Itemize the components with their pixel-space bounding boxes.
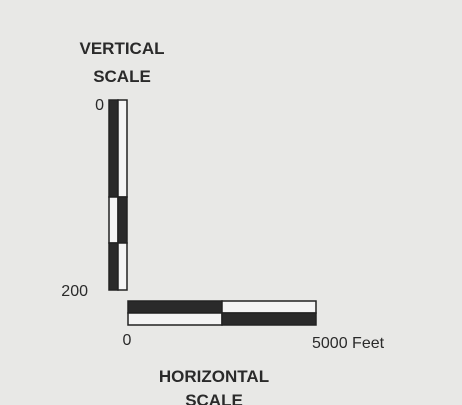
bar-segment xyxy=(127,300,223,314)
bar-segment xyxy=(117,242,128,291)
vertical-title: SCALE xyxy=(93,67,151,86)
bar-segment xyxy=(221,312,317,326)
horizontal-title: SCALE xyxy=(185,391,243,405)
bar-segment xyxy=(108,242,119,291)
horizontal-label: 5000 Feet xyxy=(312,335,385,352)
bar-segment xyxy=(117,196,128,244)
bar-segment xyxy=(108,196,119,244)
vertical-label: 200 xyxy=(61,283,88,300)
bar-segment xyxy=(221,300,317,314)
vertical-label: 0 xyxy=(95,97,104,114)
vertical-title: VERTICAL xyxy=(80,39,165,58)
vertical-bar xyxy=(108,99,128,291)
bar-segment xyxy=(117,99,128,198)
bar-segment xyxy=(127,312,223,326)
horizontal-bar xyxy=(127,300,317,326)
bar-segment xyxy=(108,99,119,198)
horizontal-title: HORIZONTAL xyxy=(159,367,269,386)
horizontal-label: 0 xyxy=(123,332,132,349)
